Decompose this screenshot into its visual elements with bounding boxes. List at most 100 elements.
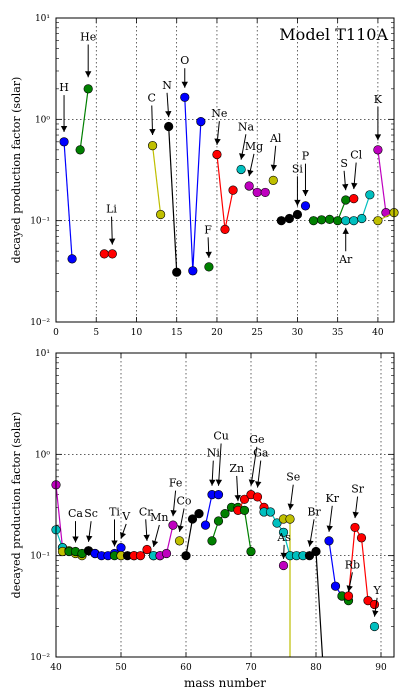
data-point: [325, 214, 335, 224]
annotation-arrow: [205, 237, 212, 258]
data-point: [59, 137, 69, 147]
data-point: [200, 520, 211, 530]
series-5: [180, 92, 206, 276]
series-25: [343, 522, 380, 610]
x-tick-label: 40: [50, 663, 62, 673]
series-0: [51, 480, 68, 553]
x-tick-label: 90: [375, 663, 387, 673]
data-point: [373, 216, 383, 226]
element-label: V: [121, 510, 131, 523]
data-point: [213, 516, 224, 526]
x-tick-label: 70: [245, 663, 257, 673]
series-21: [285, 551, 308, 561]
annotation-arrow: [352, 496, 359, 519]
data-point: [252, 492, 263, 502]
annotation-arrow: [346, 572, 353, 592]
annotation-arrow: [209, 460, 216, 486]
plot-frame: [55, 17, 395, 323]
element-label: Ti: [109, 505, 120, 518]
data-point: [220, 224, 230, 235]
series-1: [75, 84, 93, 155]
x-tick-label: 0: [53, 328, 59, 338]
annotation-arrow: [111, 519, 118, 547]
y-tick-label: 10⁻²: [30, 653, 50, 663]
series-line: [63, 141, 73, 259]
data-point: [164, 121, 174, 132]
data-point: [252, 187, 262, 198]
annotation-arrow: [280, 544, 287, 559]
y-tick-label: 10⁻²: [30, 318, 50, 328]
series-line: [243, 510, 252, 552]
series-line: [377, 149, 387, 213]
data-point: [147, 141, 158, 151]
series-2: [99, 249, 117, 259]
series-23: [324, 536, 347, 601]
series-11: [155, 520, 178, 561]
element-label: Al: [269, 132, 282, 145]
y-tick-label: 10⁰: [35, 450, 50, 460]
data-point: [276, 216, 286, 226]
element-label: Na: [238, 120, 255, 133]
annotation-arrow: [294, 176, 301, 206]
annotation-arrow: [287, 484, 294, 510]
annotation-arrow: [326, 505, 333, 532]
data-point: [308, 216, 319, 226]
data-point: [278, 527, 289, 537]
data-point: [194, 509, 204, 519]
series-3: [147, 141, 166, 220]
x-tick-label: 25: [251, 328, 263, 338]
data-point: [285, 514, 295, 524]
annotation-arrow: [170, 490, 177, 517]
element-label: Si: [292, 162, 304, 175]
data-point: [304, 551, 315, 561]
data-point: [187, 514, 198, 524]
data-point: [260, 187, 270, 198]
data-point: [244, 181, 254, 191]
data-point: [236, 164, 246, 175]
annotation-arrow: [351, 162, 358, 190]
element-label: Ni: [207, 447, 221, 460]
data-point: [228, 185, 238, 195]
grid: [55, 353, 394, 657]
element-label: Y: [372, 584, 381, 597]
element-label: Zn: [229, 462, 244, 475]
series-13: [181, 509, 204, 561]
element-label: Cr: [139, 505, 153, 518]
data-point: [350, 522, 360, 533]
data-point: [135, 551, 146, 561]
data-point: [278, 560, 289, 571]
element-label: Ca: [68, 507, 83, 520]
y-axis-label: decayed production factor (solar): [10, 412, 23, 599]
series-16: [373, 145, 391, 218]
element-label: K: [374, 93, 383, 106]
data-point: [268, 175, 278, 185]
annotation-arrow: [247, 153, 255, 177]
series-19: [278, 514, 295, 657]
data-point: [180, 92, 190, 102]
element-label: Ar: [338, 253, 353, 266]
x-axis-label: mass number: [184, 676, 266, 690]
plot-frame: [55, 352, 395, 658]
data-point: [373, 145, 383, 155]
series-line: [79, 88, 89, 150]
data-point: [300, 201, 311, 211]
data-point: [83, 84, 93, 94]
data-point: [107, 249, 117, 259]
series-26: [369, 621, 380, 632]
data-point: [142, 544, 152, 555]
data-point: [265, 507, 276, 517]
y-tick-label: 10⁻¹: [30, 552, 50, 562]
annotation-arrow: [149, 105, 156, 136]
element-label: Cl: [350, 149, 362, 162]
element-label: Ga: [253, 447, 269, 460]
annotation-arrow: [239, 134, 247, 160]
element-label: Fe: [169, 477, 183, 490]
data-point: [349, 216, 359, 226]
element-label: Kr: [326, 492, 340, 505]
data-point: [168, 520, 178, 530]
data-point: [343, 591, 354, 601]
element-label: As: [276, 531, 291, 544]
element-label: N: [162, 79, 172, 92]
data-point: [99, 249, 109, 259]
data-point: [246, 546, 256, 557]
